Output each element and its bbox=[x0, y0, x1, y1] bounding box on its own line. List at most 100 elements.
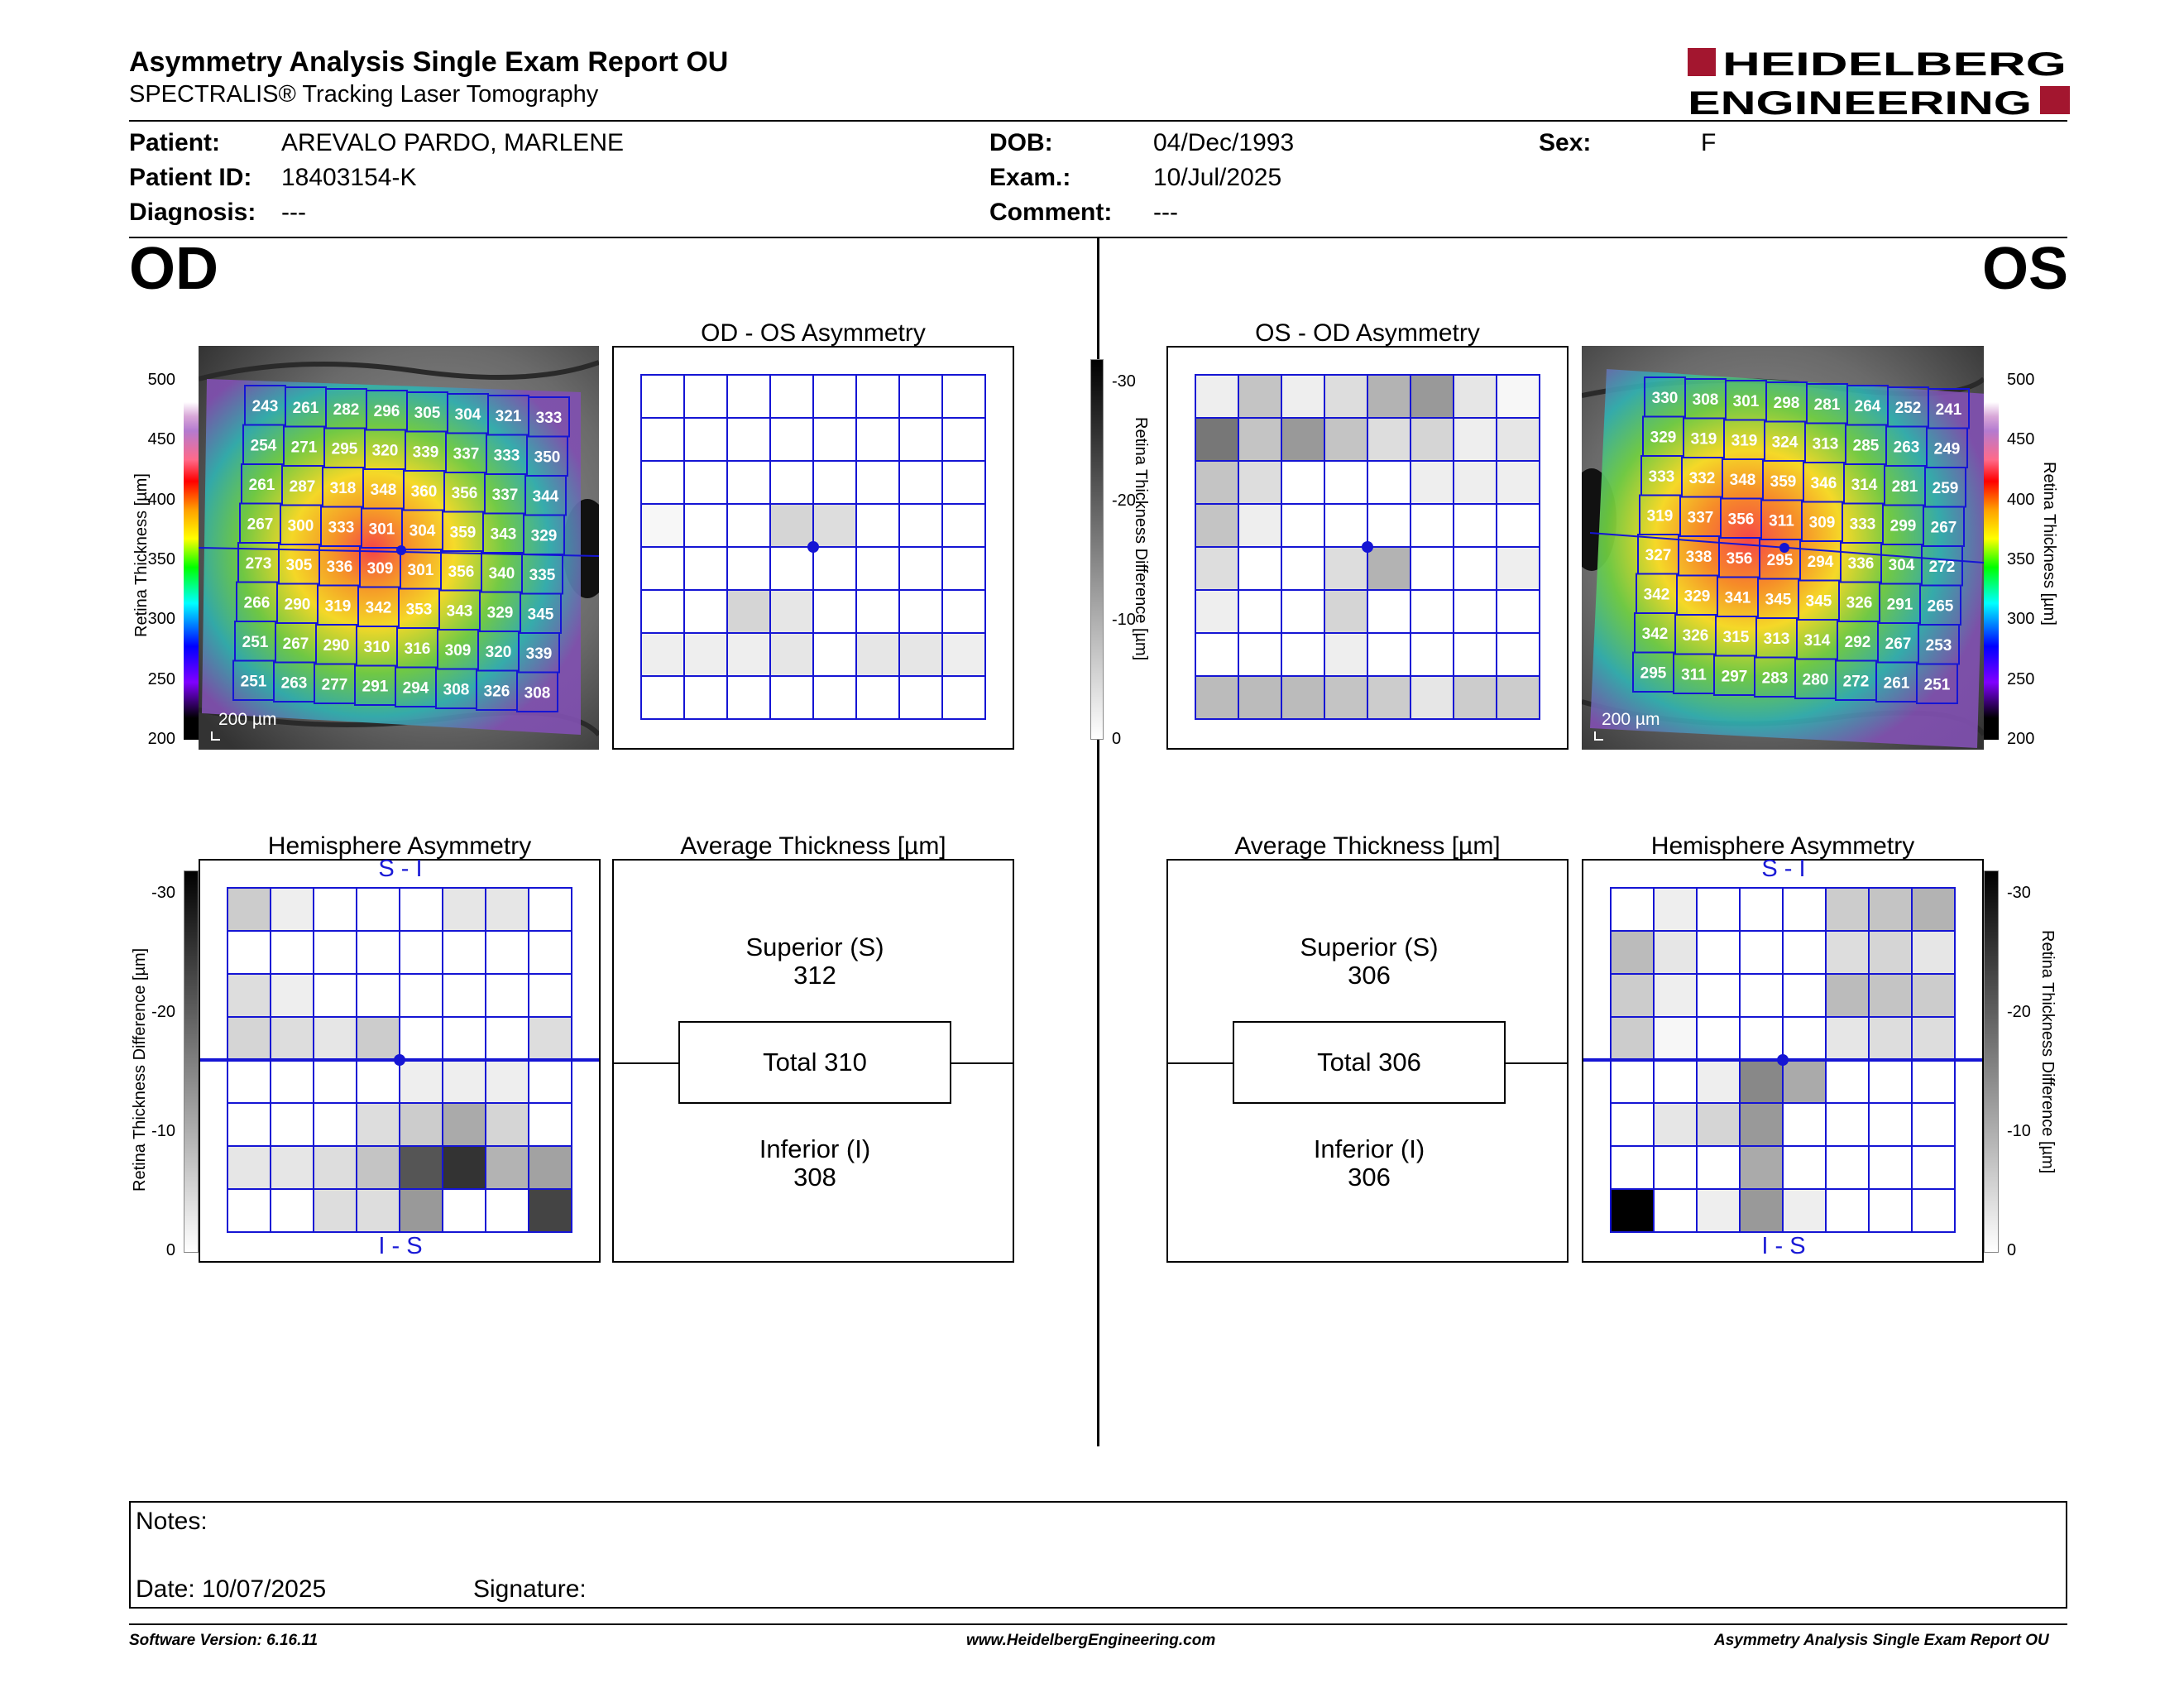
grid-cell bbox=[1911, 1016, 1956, 1061]
footer-divider bbox=[129, 1623, 2067, 1625]
info-divider bbox=[129, 237, 2067, 238]
asym-diff-scale bbox=[1090, 359, 1104, 740]
notes-box[interactable]: Notes: Date: 10/07/2025 Signature: bbox=[129, 1501, 2067, 1609]
grid-cell bbox=[1868, 973, 1913, 1018]
grid-cell bbox=[812, 632, 857, 677]
grid-cell bbox=[1782, 1016, 1827, 1061]
patient-id-label: Patient ID: bbox=[129, 164, 252, 191]
grid-cell bbox=[1324, 374, 1368, 419]
axis-tick-label: 450 bbox=[147, 430, 175, 449]
grid-cell bbox=[313, 973, 357, 1018]
thickness-value: 329 bbox=[531, 527, 558, 544]
thickness-value: 310 bbox=[364, 639, 390, 656]
grid-cell bbox=[1195, 589, 1239, 634]
axis-tick-label: 250 bbox=[147, 669, 175, 688]
grid-cell bbox=[898, 374, 943, 419]
grid-cell bbox=[1496, 374, 1540, 419]
grid-cell bbox=[1453, 589, 1497, 634]
grid-cell bbox=[270, 1102, 314, 1147]
os-hemi-bottom-label: I - S bbox=[1761, 1233, 1806, 1259]
grid-cell bbox=[769, 417, 814, 462]
grid-cell bbox=[1410, 503, 1454, 548]
comment-label: Comment: bbox=[989, 199, 1113, 226]
signature-label: Signature: bbox=[473, 1575, 587, 1603]
thickness-value: 283 bbox=[1762, 669, 1789, 687]
grid-cell bbox=[1367, 460, 1411, 505]
grid-cell bbox=[1696, 1145, 1741, 1190]
os-inferior-value: 306 bbox=[1348, 1163, 1391, 1192]
thickness-value: 304 bbox=[455, 406, 481, 424]
thickness-value: 296 bbox=[374, 403, 400, 420]
od-thickness-grid: 243 261 282 296 305 304 321 333 254 271 295 320 339 3… bbox=[232, 385, 570, 712]
grid-cell bbox=[1653, 1145, 1698, 1190]
heidelberg-logo: HEIDELBERG ENGINEERING bbox=[1688, 46, 2070, 117]
grid-cell bbox=[898, 546, 943, 591]
grid-cell bbox=[941, 417, 986, 462]
grid-cell bbox=[485, 973, 529, 1018]
exam-date: 10/Jul/2025 bbox=[1153, 164, 1282, 191]
fovea-marker bbox=[1362, 541, 1373, 553]
axis-tick-label: 200 bbox=[147, 730, 175, 748]
diagnosis-label: Diagnosis: bbox=[129, 199, 256, 226]
os-asymmetry-grid bbox=[1195, 374, 1540, 720]
grid-cell bbox=[1195, 632, 1239, 677]
grid-cell bbox=[1696, 1102, 1741, 1147]
os-avg-title: Average Thickness [µm] bbox=[1234, 832, 1501, 860]
thickness-value: 356 bbox=[452, 485, 478, 502]
notes-label: Notes: bbox=[136, 1508, 208, 1535]
grid-cell bbox=[1782, 930, 1827, 975]
thickness-value: 253 bbox=[1926, 637, 1952, 655]
od-superior-label: Superior (S) bbox=[745, 933, 884, 961]
thickness-value: 313 bbox=[1813, 435, 1839, 453]
grid-cell bbox=[1324, 589, 1368, 634]
grid-cell bbox=[1653, 1188, 1698, 1233]
grid-cell bbox=[1195, 675, 1239, 720]
od-eye-label: OD bbox=[129, 236, 218, 302]
grid-cell bbox=[1324, 417, 1368, 462]
grid-cell bbox=[640, 675, 685, 720]
thickness-value: 332 bbox=[1689, 470, 1716, 487]
grid-cell bbox=[898, 503, 943, 548]
thickness-value: 282 bbox=[333, 401, 360, 419]
grid-cell bbox=[640, 417, 685, 462]
grid-cell bbox=[528, 1188, 572, 1233]
grid-cell bbox=[812, 503, 857, 548]
grid-cell bbox=[485, 1016, 529, 1061]
od-thickness-scale bbox=[184, 381, 199, 740]
thickness-value: 342 bbox=[366, 599, 392, 616]
os-hemi-diff-axis-label: Retina Thickness Difference [µm] bbox=[2038, 930, 2057, 1174]
grid-cell bbox=[1782, 1188, 1827, 1233]
grid-cell bbox=[442, 887, 486, 932]
grid-cell bbox=[1653, 1102, 1698, 1147]
grid-cell bbox=[356, 1016, 400, 1061]
thickness-value: 298 bbox=[1774, 395, 1800, 412]
website-link[interactable]: www.HeidelbergEngineering.com bbox=[966, 1632, 1216, 1649]
od-scale-bar: 200 µm bbox=[218, 710, 277, 729]
thickness-value: 333 bbox=[1850, 516, 1876, 533]
grid-cell bbox=[855, 417, 900, 462]
thickness-value: 330 bbox=[1652, 390, 1679, 407]
thickness-value: 360 bbox=[411, 483, 438, 501]
od-thickness-axis-label: Retina Thickness [µm] bbox=[132, 473, 151, 637]
grid-cell bbox=[1696, 973, 1741, 1018]
od-hemisphere-panel: S - I I - S bbox=[199, 856, 601, 1263]
grid-cell bbox=[1610, 1145, 1655, 1190]
grid-cell bbox=[442, 973, 486, 1018]
grid-cell bbox=[683, 675, 728, 720]
grid-cell bbox=[640, 503, 685, 548]
grid-cell bbox=[442, 1059, 486, 1104]
software-version: Software Version: 6.16.11 bbox=[129, 1632, 318, 1649]
grid-cell bbox=[1739, 973, 1784, 1018]
thickness-value: 356 bbox=[1727, 550, 1753, 568]
os-average-panel: Superior (S) 306 Total 306 Inferior (I) … bbox=[1166, 859, 1569, 1263]
thickness-value: 356 bbox=[448, 563, 475, 581]
grid-cell bbox=[1696, 930, 1741, 975]
od-average-panel: Superior (S) 312 Total 310 Inferior (I) … bbox=[612, 859, 1014, 1263]
grid-cell bbox=[1195, 417, 1239, 462]
thickness-value: 301 bbox=[1733, 393, 1760, 410]
grid-cell bbox=[399, 1016, 443, 1061]
thickness-value: 241 bbox=[1936, 401, 1962, 419]
axis-tick-label: 300 bbox=[147, 610, 175, 629]
grid-cell bbox=[855, 675, 900, 720]
grid-cell bbox=[270, 930, 314, 975]
